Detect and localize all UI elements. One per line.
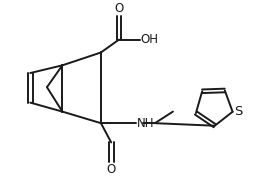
Text: NH: NH bbox=[137, 117, 155, 130]
Text: O: O bbox=[107, 163, 116, 176]
Text: O: O bbox=[114, 2, 124, 15]
Text: OH: OH bbox=[141, 33, 159, 46]
Text: S: S bbox=[234, 105, 242, 118]
